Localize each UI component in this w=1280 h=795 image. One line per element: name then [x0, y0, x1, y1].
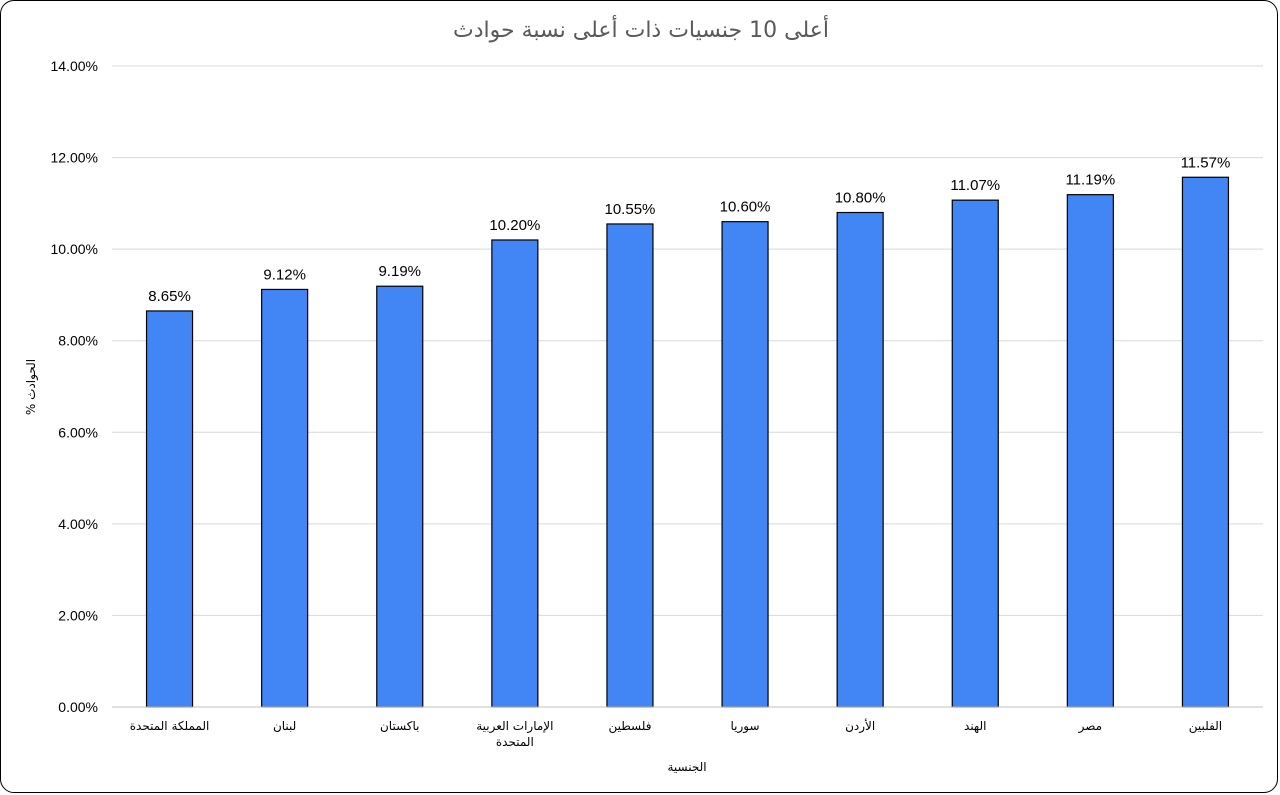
data-label: 10.60% [720, 199, 771, 216]
x-category-label: الهند [964, 719, 986, 733]
bar [721, 221, 769, 708]
data-label: 10.55% [605, 201, 656, 218]
bar [606, 223, 654, 708]
x-category-label: الأردن [845, 718, 875, 734]
data-label: 10.20% [489, 217, 540, 234]
data-labels: 8.65% 9.12% 9.19% 10.20% 10.55% 10.60% 10.80% 1… [148, 154, 1230, 305]
data-label: 9.19% [378, 263, 421, 280]
x-axis-title: الجنسية [667, 760, 706, 774]
chart-title: أعلى 10 جنسيات ذات أعلى نسبة حوادث [453, 15, 829, 43]
bar [376, 285, 424, 708]
bars [145, 176, 1230, 708]
x-category-label: سوريا [731, 719, 760, 734]
y-tick-label: 12.00% [51, 150, 98, 166]
data-label: 11.19% [1065, 172, 1115, 189]
data-label: 11.07% [950, 177, 1000, 194]
bar [836, 211, 884, 708]
x-category-label: الإمارات العربية المتحدة [476, 719, 553, 749]
y-tick-label: 0.00% [58, 699, 98, 715]
bar [1181, 176, 1230, 708]
y-tick-label: 8.00% [58, 333, 98, 349]
x-category-label: فلسطين [608, 719, 651, 734]
y-axis-tick-labels: 0.00% 2.00% 4.00% 6.00% 8.00% 10.00% 12.00% 14.… [51, 58, 98, 715]
bar [261, 288, 309, 708]
y-tick-label: 10.00% [51, 241, 98, 257]
bar [491, 239, 539, 708]
y-tick-label: 14.00% [51, 58, 98, 74]
y-tick-label: 2.00% [58, 607, 98, 623]
x-category-label: الفلبين [1189, 719, 1222, 734]
y-axis-title: الحوادث % [24, 359, 39, 415]
data-label: 11.57% [1181, 154, 1231, 171]
x-category-label: مصر [1078, 719, 1102, 734]
data-label: 9.12% [263, 266, 306, 283]
x-axis-category-labels: المملكة المتحدة لبنان باكستان الإمارات العر… [130, 718, 1222, 749]
x-category-label: باكستان [380, 719, 420, 733]
bar [951, 199, 999, 708]
x-category-label: لبنان [273, 719, 296, 733]
y-tick-label: 6.00% [58, 424, 98, 440]
bar [145, 310, 194, 708]
y-tick-label: 4.00% [58, 516, 98, 532]
data-label: 10.80% [835, 190, 886, 207]
bar [1066, 194, 1114, 708]
data-label: 8.65% [148, 288, 191, 305]
x-category-label: المملكة المتحدة [130, 719, 210, 733]
